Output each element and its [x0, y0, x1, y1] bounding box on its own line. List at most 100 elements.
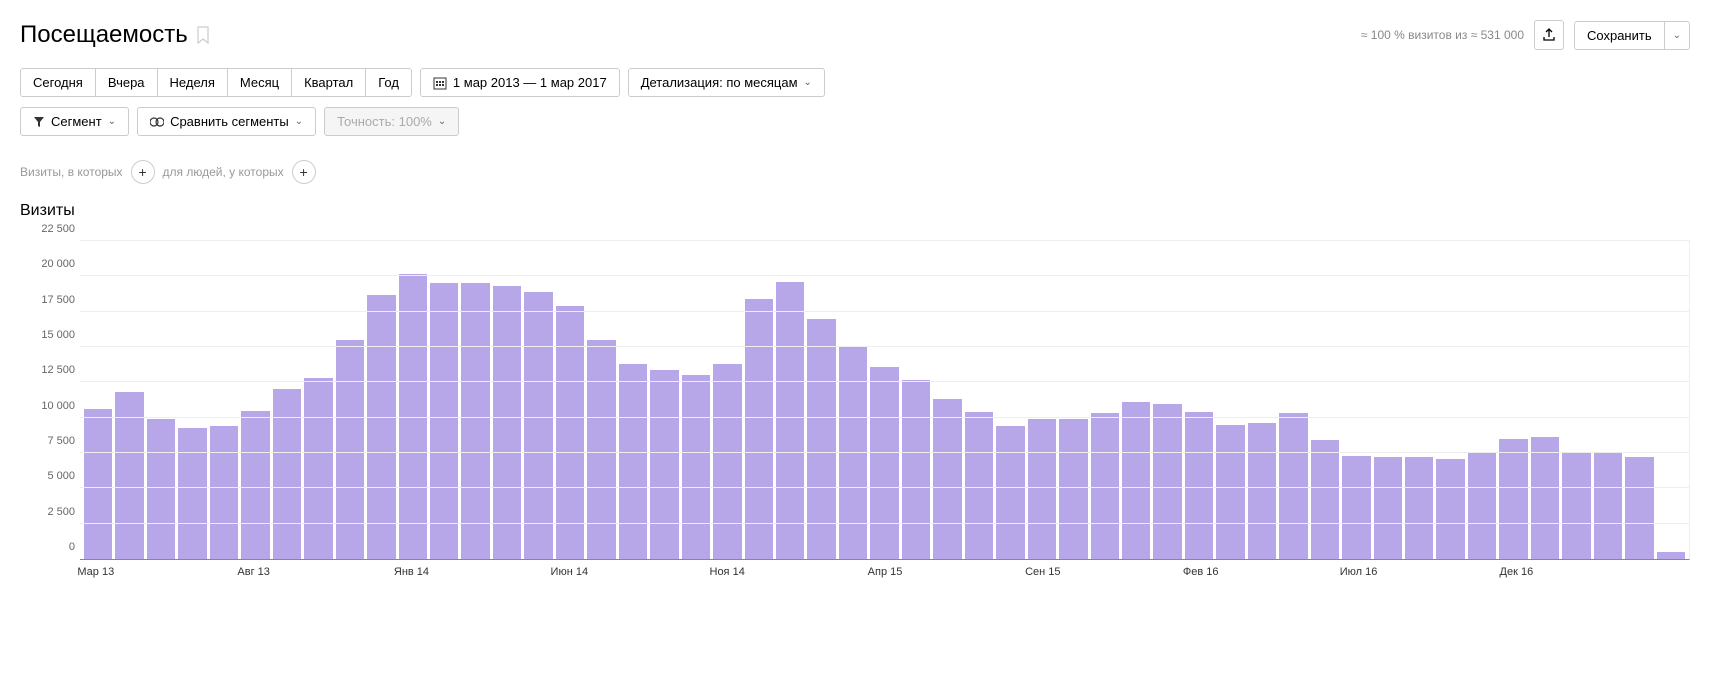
chart-bar[interactable]	[1028, 419, 1056, 559]
chart-bar[interactable]	[996, 426, 1024, 559]
gridline	[80, 417, 1689, 418]
chart-bar[interactable]	[1562, 453, 1590, 559]
chart-bar[interactable]	[1657, 552, 1685, 559]
chart-bar[interactable]	[524, 292, 552, 559]
chart-bar[interactable]	[1531, 437, 1559, 559]
detail-button[interactable]: Детализация: по месяцам ⌄	[628, 68, 825, 97]
chart-bar[interactable]	[1374, 457, 1402, 559]
x-axis-label: Июн 14	[551, 566, 589, 578]
detail-label: Детализация: по месяцам	[641, 75, 798, 90]
chart-bar[interactable]	[1311, 440, 1339, 559]
visits-chart: 02 5005 0007 50010 00012 50015 00017 500…	[80, 240, 1690, 560]
chart-bar[interactable]	[178, 428, 206, 559]
y-axis-label: 12 500	[25, 364, 75, 376]
chart-bar[interactable]	[1091, 413, 1119, 559]
chart-bar[interactable]	[933, 399, 961, 559]
chevron-down-icon: ⌄	[295, 116, 303, 127]
segment-button[interactable]: Сегмент ⌄	[20, 107, 129, 136]
chevron-down-icon: ⌄	[804, 77, 812, 88]
chart-bar[interactable]	[1342, 456, 1370, 559]
chart-bar[interactable]	[1468, 453, 1496, 559]
chart-bar[interactable]	[965, 412, 993, 559]
chart-bar[interactable]	[902, 380, 930, 559]
chart-bar[interactable]	[619, 364, 647, 559]
chart-bar[interactable]	[1059, 419, 1087, 559]
chart-title: Визиты	[20, 202, 1690, 220]
chart-bar[interactable]	[556, 306, 584, 559]
calendar-icon	[433, 76, 447, 90]
chart-bar[interactable]	[650, 370, 678, 559]
chart-bar[interactable]	[84, 409, 112, 559]
save-label: Сохранить	[1587, 28, 1652, 43]
chart-bar[interactable]	[1216, 425, 1244, 559]
add-people-filter-button[interactable]: +	[292, 160, 316, 184]
gridline	[80, 275, 1689, 276]
chart-bar[interactable]	[430, 283, 458, 559]
bookmark-icon[interactable]	[196, 26, 210, 44]
chart-bar[interactable]	[713, 364, 741, 559]
chevron-down-icon: ⌄	[108, 116, 116, 127]
visits-stats: ≈ 100 % визитов из ≈ 531 000	[1361, 28, 1524, 42]
y-axis-label: 10 000	[25, 400, 75, 412]
x-axis-label: Июл 16	[1340, 566, 1378, 578]
x-axis-label: Апр 15	[868, 566, 903, 578]
chart-bar[interactable]	[587, 340, 615, 559]
chart-bar[interactable]	[493, 286, 521, 559]
chart-bar[interactable]	[241, 411, 269, 559]
chart-bar[interactable]	[304, 378, 332, 559]
chart-bar[interactable]	[870, 367, 898, 559]
chart-bar[interactable]	[461, 283, 489, 559]
period-button-3[interactable]: Месяц	[227, 68, 292, 97]
chart-bar[interactable]	[1499, 439, 1527, 559]
chart-bar[interactable]	[1625, 457, 1653, 559]
chart-bar[interactable]	[1436, 459, 1464, 559]
chevron-down-icon: ⌄	[438, 116, 446, 127]
chart-bar[interactable]	[273, 389, 301, 559]
add-visits-filter-button[interactable]: +	[131, 160, 155, 184]
period-button-1[interactable]: Вчера	[95, 68, 158, 97]
date-range-button[interactable]: 1 мар 2013 — 1 мар 2017	[420, 68, 620, 97]
chart-bar[interactable]	[367, 295, 395, 559]
gridline	[80, 523, 1689, 524]
y-axis-label: 22 500	[25, 223, 75, 235]
gridline	[80, 381, 1689, 382]
chart-bar[interactable]	[776, 282, 804, 559]
accuracy-label: Точность: 100%	[337, 114, 432, 129]
export-button[interactable]	[1534, 20, 1564, 50]
gridline	[80, 487, 1689, 488]
chart-bar[interactable]	[336, 340, 364, 559]
chevron-down-icon: ⌄	[1673, 30, 1681, 41]
chart-bar[interactable]	[1248, 423, 1276, 559]
x-axis-label: Фев 16	[1183, 566, 1219, 578]
accuracy-button: Точность: 100% ⌄	[324, 107, 459, 136]
chart-bar[interactable]	[1153, 404, 1181, 559]
filter-icon	[33, 116, 45, 128]
segment-label: Сегмент	[51, 114, 102, 129]
date-range-label: 1 мар 2013 — 1 мар 2017	[453, 75, 607, 90]
y-axis-label: 15 000	[25, 329, 75, 341]
x-axis-label: Авг 13	[237, 566, 269, 578]
chart-bar[interactable]	[682, 375, 710, 559]
chart-bar[interactable]	[1594, 452, 1622, 559]
x-axis-label: Сен 15	[1025, 566, 1060, 578]
chart-bar[interactable]	[745, 299, 773, 559]
save-dropdown[interactable]: ⌄	[1664, 21, 1690, 50]
compare-segments-button[interactable]: Сравнить сегменты ⌄	[137, 107, 316, 136]
y-axis-label: 0	[25, 541, 75, 553]
period-button-5[interactable]: Год	[365, 68, 412, 97]
y-axis-label: 17 500	[25, 294, 75, 306]
chart-bar[interactable]	[147, 419, 175, 559]
chart-bar[interactable]	[1185, 412, 1213, 559]
chart-bar[interactable]	[1405, 457, 1433, 559]
period-button-0[interactable]: Сегодня	[20, 68, 96, 97]
people-filter-label: для людей, у которых	[163, 165, 284, 179]
compare-icon	[150, 116, 164, 128]
period-button-2[interactable]: Неделя	[157, 68, 228, 97]
chart-bar[interactable]	[1279, 413, 1307, 559]
y-axis-label: 2 500	[25, 506, 75, 518]
save-button[interactable]: Сохранить	[1574, 21, 1665, 50]
chart-bar[interactable]	[210, 426, 238, 559]
period-button-4[interactable]: Квартал	[291, 68, 366, 97]
chart-bar[interactable]	[1122, 402, 1150, 559]
chart-bar[interactable]	[839, 347, 867, 559]
